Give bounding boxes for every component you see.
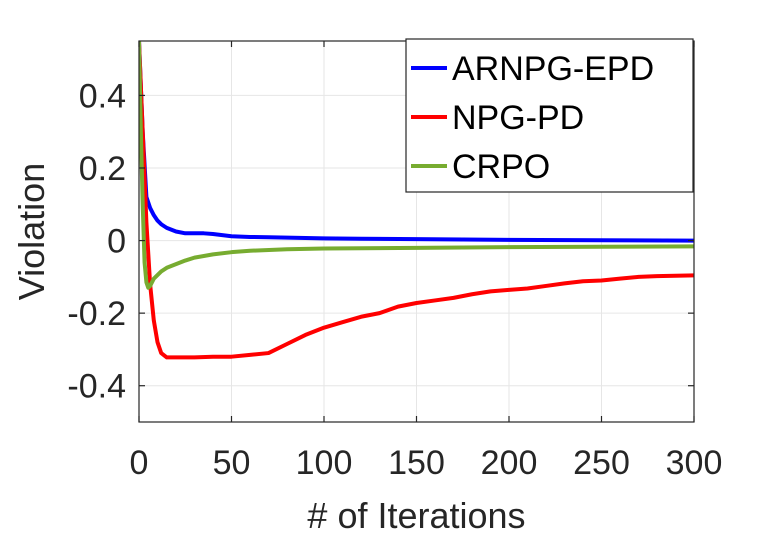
x-tick-label: 250: [573, 444, 630, 482]
series-line-crpo: [139, 41, 694, 290]
series-line-npg-pd: [139, 41, 694, 360]
x-axis-label: # of Iterations: [307, 495, 525, 536]
y-axis-label: Violation: [11, 163, 52, 300]
series-layer: [139, 41, 694, 360]
x-axis-ticks: 0 50 100 150 200 250 300: [130, 41, 723, 482]
x-tick-label: 150: [388, 444, 445, 482]
y-tick-label: -0.2: [67, 295, 126, 333]
x-tick-label: 50: [213, 444, 251, 482]
x-tick-label: 0: [130, 444, 149, 482]
legend: ARNPG-EPD NPG-PD CRPO: [405, 38, 694, 193]
x-tick-label: 200: [481, 444, 538, 482]
legend-label-arnpg-epd: ARNPG-EPD: [452, 50, 654, 88]
x-tick-label: 300: [666, 444, 723, 482]
y-tick-label: 0.4: [79, 77, 126, 115]
y-axis-ticks: -0.4 -0.2 0 0.2 0.4: [67, 77, 694, 406]
y-tick-label: 0.2: [79, 150, 126, 188]
legend-label-crpo: CRPO: [452, 148, 550, 186]
legend-label-npg-pd: NPG-PD: [452, 99, 584, 137]
y-tick-label: -0.4: [67, 368, 126, 406]
y-tick-label: 0: [107, 223, 126, 261]
x-tick-label: 100: [296, 444, 353, 482]
legend-box: [405, 38, 694, 193]
series-line-arnpg-epd: [139, 41, 694, 243]
